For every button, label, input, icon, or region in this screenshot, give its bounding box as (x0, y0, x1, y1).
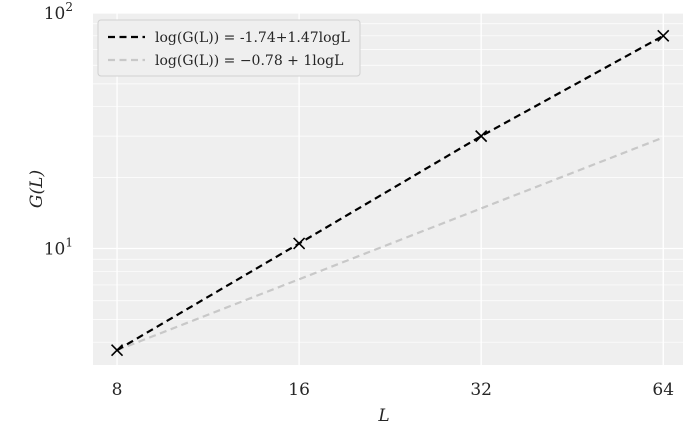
y-tick-label: 102 (44, 0, 73, 24)
x-tick-labels: 8 16 32 64 (112, 380, 674, 400)
x-tick-label: 64 (652, 380, 674, 400)
y-tick-labels: 101 102 (44, 0, 73, 259)
series-line-1 (116, 34, 664, 352)
legend-label-1: log(G(L)) = -1.74+1.47logL (155, 30, 350, 46)
marker-x (110, 344, 124, 357)
x-axis-label: L (377, 406, 389, 426)
y-tick-label: 101 (44, 235, 73, 259)
legend-label-2: log(G(L)) = −0.78 + 1logL (155, 53, 343, 69)
x-tick-label: 8 (112, 380, 123, 400)
series-line-2 (116, 136, 664, 352)
marker-x (657, 29, 670, 42)
data-markers (110, 29, 670, 357)
grid (93, 12, 683, 365)
marker-x (293, 237, 306, 250)
x-tick-label: 32 (470, 380, 492, 400)
x-tick-label: 16 (288, 380, 310, 400)
series-lines (116, 34, 664, 352)
legend-box (97, 19, 361, 77)
marker-x (475, 130, 488, 143)
y-axis-label: G(L) (27, 170, 47, 208)
legend: log(G(L)) = -1.74+1.47logL log(G(L)) = −0… (97, 19, 361, 77)
